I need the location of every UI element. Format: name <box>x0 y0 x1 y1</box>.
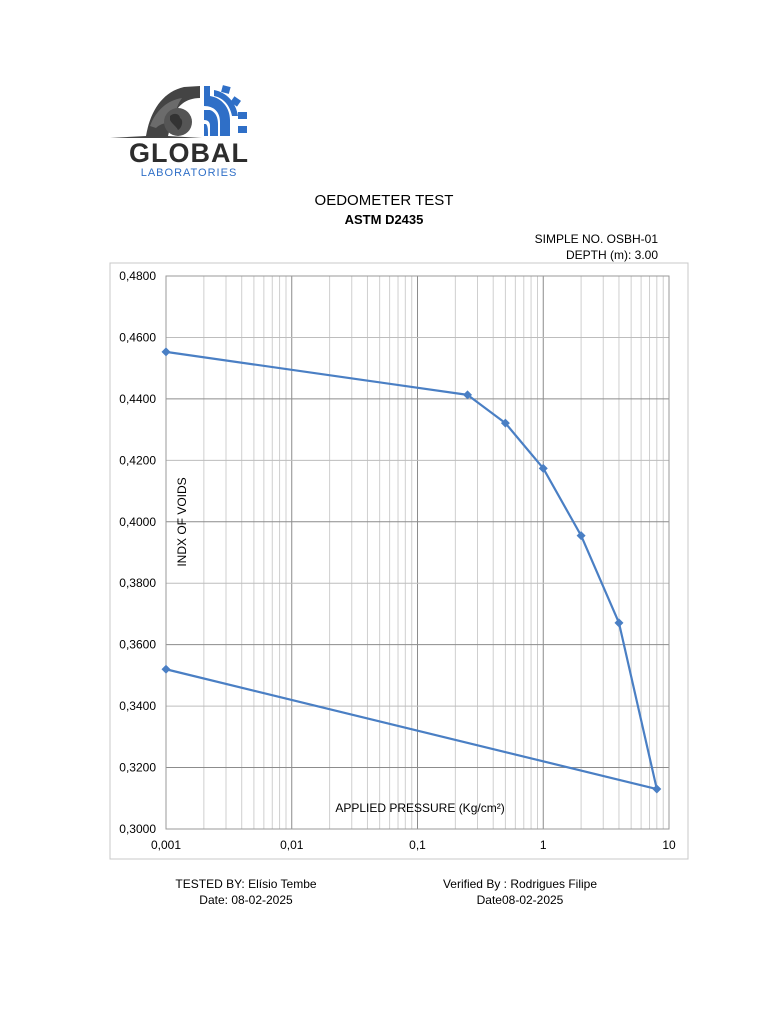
void-ratio-series <box>161 347 662 794</box>
y-tick-label: 0,4800 <box>119 269 156 283</box>
x-tick-label: 0,01 <box>280 838 304 852</box>
report-standard: ASTM D2435 <box>344 212 424 227</box>
data-point <box>161 347 171 357</box>
data-point <box>652 784 662 794</box>
data-point <box>538 463 548 473</box>
y-axis-ticks: 0,4800 0,4600 0,4400 0,4200 0,4000 0,3800 0,36… <box>119 269 156 836</box>
y-tick-label: 0,3800 <box>119 576 156 590</box>
y-tick-label: 0,4200 <box>119 453 156 467</box>
data-point <box>500 418 510 428</box>
logo-subtitle: LABORATORIES <box>141 167 238 179</box>
y-tick-label: 0,3400 <box>119 699 156 713</box>
global-laboratories-logo: GLOBAL LABORATORIES <box>110 85 249 179</box>
x-tick-label: 0,1 <box>409 838 426 852</box>
y-tick-label: 0,4600 <box>119 330 156 344</box>
tested-by-block: TESTED BY: Elísio Tembe Date: 08-02-2025 <box>116 876 376 908</box>
series-line <box>165 350 658 791</box>
x-axis-label: APPLIED PRESSURE (Kg/cm²) <box>335 801 504 815</box>
y-tick-label: 0,4400 <box>119 392 156 406</box>
sample-depth: DEPTH (m): 3.00 <box>565 248 658 262</box>
plot-area-border <box>165 275 670 830</box>
chart-frame <box>109 262 689 860</box>
sample-number: SIMPLE NO. OSBH-01 <box>534 232 658 246</box>
logo-wordmark: GLOBAL <box>129 138 249 168</box>
y-tick-label: 0,4000 <box>119 515 156 529</box>
x-tick-label: 0,001 <box>151 838 181 852</box>
sample-info: SIMPLE NO. OSBH-01 DEPTH (m): 3.00 <box>535 231 658 263</box>
data-point <box>576 531 586 541</box>
data-point <box>463 390 473 400</box>
data-point <box>614 618 624 628</box>
y-tick-label: 0,3200 <box>119 761 156 775</box>
y-tick-label: 0,3000 <box>119 822 156 836</box>
x-tick-label: 1 <box>540 838 547 852</box>
y-axis-label: INDX OF VOIDS <box>175 477 189 566</box>
report-title: OEDOMETER TEST <box>314 192 454 209</box>
verified-by: Verified By : Rodrigues Filipe <box>442 877 598 891</box>
tested-by: TESTED BY: Elísio Tembe <box>175 877 317 891</box>
data-point <box>161 664 171 674</box>
tested-date: Date: 08-02-2025 <box>199 893 293 907</box>
verified-date: Date08-02-2025 <box>476 893 564 907</box>
x-axis-ticks: 0,001 0,01 0,1 1 10 <box>151 838 676 852</box>
x-tick-label: 10 <box>662 838 676 852</box>
verified-by-block: Verified By : Rodrigues Filipe Date08-02… <box>390 876 650 908</box>
y-tick-label: 0,3600 <box>119 638 156 652</box>
